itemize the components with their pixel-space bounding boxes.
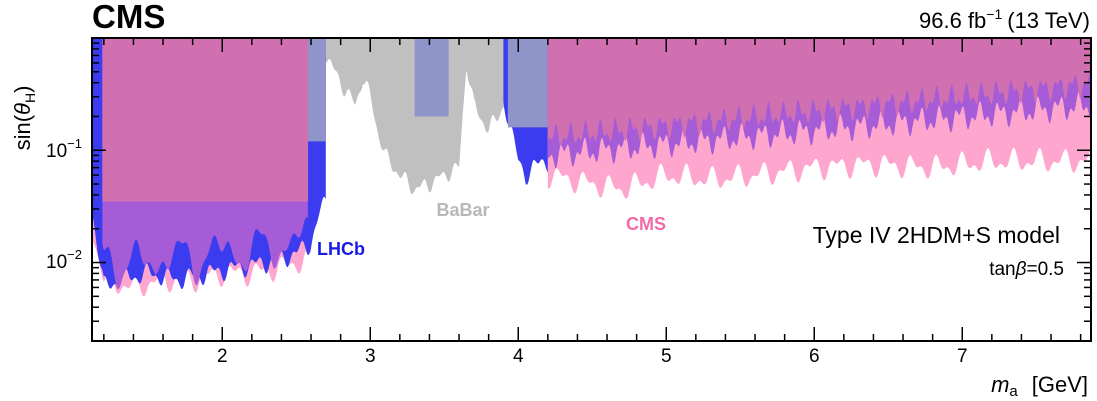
babar-label: BaBar	[436, 200, 489, 220]
model-label: Type IV 2HDM+S model	[813, 222, 1060, 248]
plot-regions	[92, 38, 1091, 297]
x-tick-label: 3	[365, 346, 376, 367]
x-tick-label: 4	[513, 346, 524, 367]
y-tick-label-0.01: 10−2	[46, 247, 82, 273]
cms-label: CMS	[626, 214, 666, 234]
lhcb-babar-overlap-region	[507, 38, 548, 128]
cms-overlap-region	[102, 38, 309, 202]
x-tick-labels: 2 3 4 5 6 7	[217, 346, 968, 367]
x-axis-label: ma [GeV]	[991, 372, 1088, 400]
x-tick-label: 7	[957, 346, 968, 367]
axis-ticks	[92, 38, 1091, 342]
lhcb-babar-overlap-region	[414, 38, 449, 117]
luminosity-label: 96.6 fb−1 (13 TeV)	[919, 6, 1090, 33]
tanbeta-label: tanβ=0.5	[989, 259, 1064, 280]
experiment-label: CMS	[92, 0, 165, 35]
x-tick-label: 5	[661, 346, 672, 367]
plot-frame	[91, 37, 1092, 342]
x-tick-label: 6	[809, 346, 820, 367]
x-tick-label: 2	[217, 346, 228, 367]
lhcb-label: LHCb	[317, 239, 365, 259]
lhcb-babar-overlap-region	[306, 38, 326, 142]
y-axis-label: sin(θH)	[10, 86, 38, 151]
y-tick-label-0.1: 10−1	[46, 136, 82, 162]
cms-overlap-region	[547, 38, 1091, 146]
